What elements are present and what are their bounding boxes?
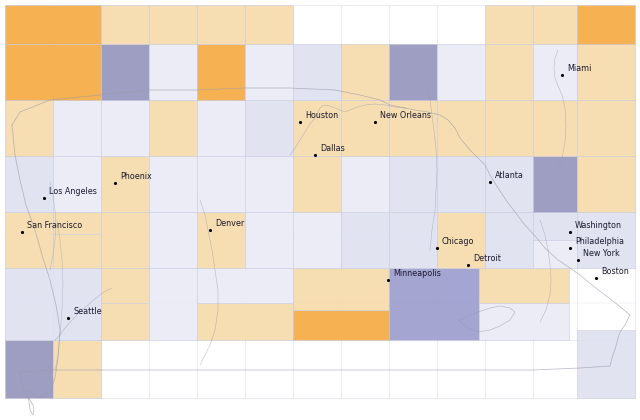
Bar <box>389 212 437 268</box>
Bar <box>245 100 293 156</box>
Bar <box>293 310 389 340</box>
Bar <box>485 156 533 212</box>
Bar <box>485 44 533 100</box>
Bar <box>533 100 577 156</box>
Bar <box>293 212 341 268</box>
Bar <box>5 5 101 44</box>
Text: Chicago: Chicago <box>442 237 474 246</box>
Bar <box>149 212 197 268</box>
Bar <box>245 156 293 212</box>
Bar <box>53 100 101 156</box>
Bar <box>149 100 197 156</box>
Bar <box>389 156 437 212</box>
Bar <box>101 212 149 268</box>
Text: Miami: Miami <box>567 64 591 73</box>
Bar <box>245 212 293 268</box>
Bar <box>149 5 197 44</box>
Bar <box>5 156 53 212</box>
Text: Seattle: Seattle <box>73 307 102 316</box>
Bar <box>245 5 293 44</box>
Bar <box>5 44 101 100</box>
Bar <box>101 268 149 303</box>
Bar <box>149 44 197 100</box>
Bar <box>197 44 245 100</box>
Text: Denver: Denver <box>215 219 244 228</box>
Bar <box>437 156 485 212</box>
Text: Minneapolis: Minneapolis <box>393 269 441 278</box>
Bar <box>149 156 197 212</box>
Bar <box>197 303 293 340</box>
Text: Houston: Houston <box>305 111 338 120</box>
Bar <box>293 268 389 310</box>
Text: Atlanta: Atlanta <box>495 171 524 180</box>
Bar <box>101 5 149 44</box>
Bar <box>577 44 635 100</box>
Bar <box>341 100 389 156</box>
Bar <box>389 268 479 340</box>
Bar <box>53 234 101 268</box>
Bar <box>437 212 485 268</box>
Text: Philadelphia: Philadelphia <box>575 237 624 246</box>
Bar <box>5 340 53 398</box>
Bar <box>293 44 341 100</box>
Text: Washington: Washington <box>575 221 622 230</box>
Bar <box>101 44 149 100</box>
Bar <box>437 44 485 100</box>
Bar <box>101 156 149 212</box>
Bar <box>245 44 293 100</box>
Bar <box>5 100 53 156</box>
Bar <box>197 5 245 44</box>
Bar <box>533 44 577 100</box>
Bar <box>341 44 389 100</box>
Bar <box>389 100 437 156</box>
Bar <box>149 268 197 340</box>
Bar <box>533 156 577 212</box>
Bar <box>53 212 101 234</box>
Bar <box>197 100 245 156</box>
Text: San Francisco: San Francisco <box>27 221 83 230</box>
Bar <box>341 212 389 268</box>
Text: Dallas: Dallas <box>320 144 345 153</box>
Bar <box>485 5 533 44</box>
Bar <box>485 100 533 156</box>
Bar <box>197 268 293 303</box>
Bar <box>101 303 149 340</box>
Text: Los Angeles: Los Angeles <box>49 187 97 196</box>
Bar <box>389 44 437 100</box>
Bar <box>197 156 245 212</box>
Bar <box>533 240 577 268</box>
Bar <box>577 5 635 44</box>
Bar <box>533 5 577 44</box>
Bar <box>5 268 101 340</box>
Bar <box>479 303 569 340</box>
Bar <box>485 212 533 268</box>
Bar <box>533 212 577 240</box>
Bar <box>577 330 635 398</box>
Bar <box>293 156 341 212</box>
Bar <box>341 156 389 212</box>
Bar <box>53 156 101 212</box>
Bar <box>577 212 635 268</box>
Bar <box>53 340 101 398</box>
Bar <box>577 156 635 212</box>
Bar <box>479 268 569 303</box>
Bar <box>577 100 635 156</box>
Text: New Orleans: New Orleans <box>380 111 431 120</box>
Text: Boston: Boston <box>601 267 628 276</box>
Bar <box>5 212 53 268</box>
Bar <box>197 212 245 268</box>
Text: New York: New York <box>583 249 620 258</box>
Text: Detroit: Detroit <box>473 254 501 263</box>
Bar <box>293 100 341 156</box>
Text: Phoenix: Phoenix <box>120 172 152 181</box>
Bar <box>437 100 485 156</box>
Bar <box>101 100 149 156</box>
